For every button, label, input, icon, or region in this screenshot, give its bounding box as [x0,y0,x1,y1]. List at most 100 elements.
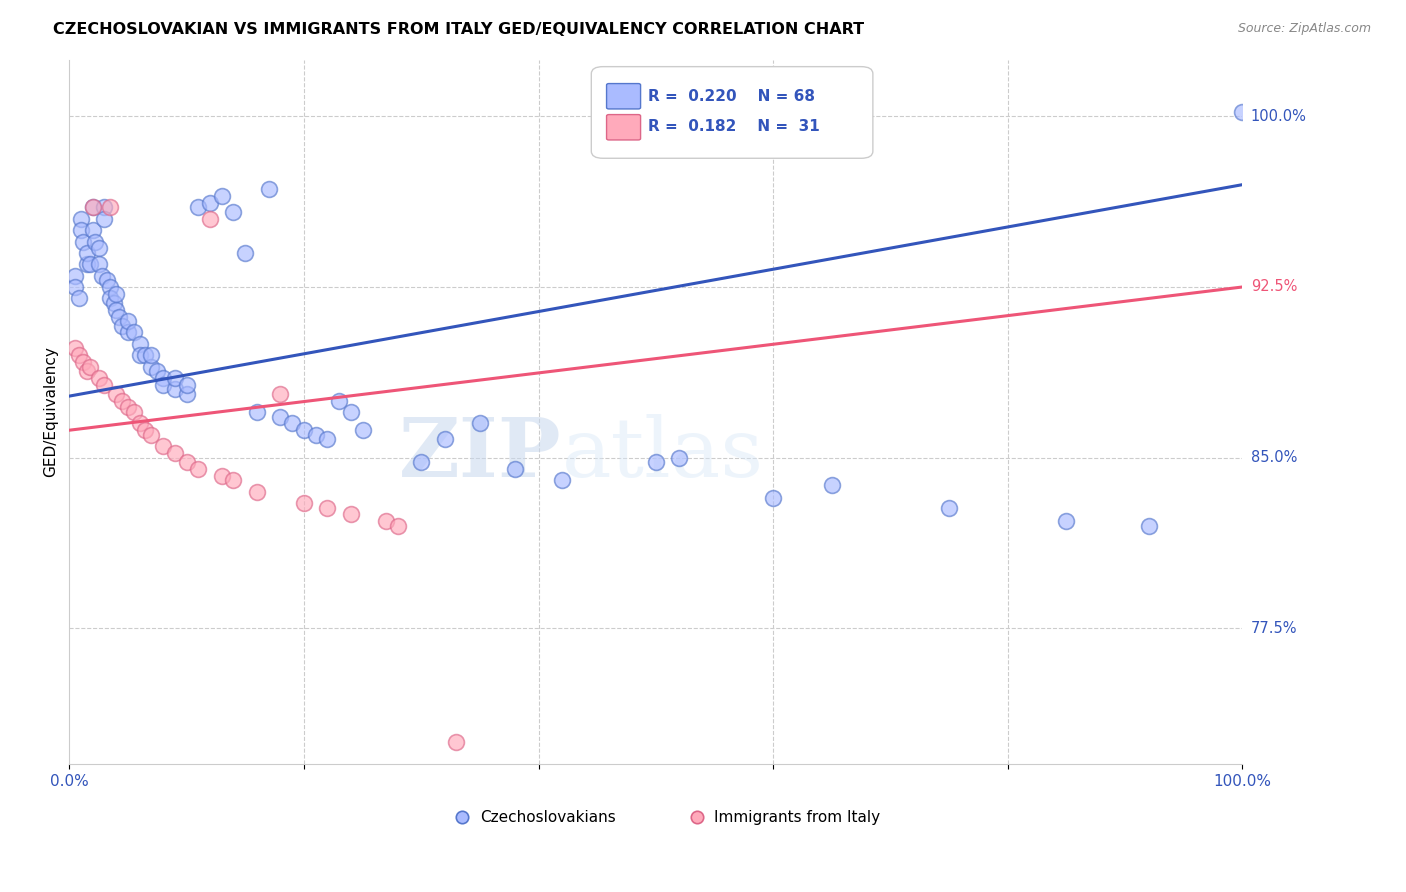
Text: Source: ZipAtlas.com: Source: ZipAtlas.com [1237,22,1371,36]
Point [141,359,163,374]
Point [269,387,291,401]
Point [1137,518,1160,533]
Point [246,484,269,499]
Point [117,326,139,340]
Point [96,273,118,287]
Point [163,382,186,396]
Point [176,377,198,392]
Point [340,508,363,522]
Point [128,348,150,362]
Point [76,245,98,260]
Point [387,518,409,533]
Point [269,409,291,424]
Point [551,473,574,487]
Point [233,245,256,260]
FancyBboxPatch shape [606,84,641,109]
Point [176,455,198,469]
Point [105,302,128,317]
Point [316,500,339,515]
Point [128,336,150,351]
FancyBboxPatch shape [592,67,873,158]
Point [1056,514,1078,528]
Point [468,417,491,431]
Point [70,223,93,237]
Point [152,371,174,385]
Point [117,401,139,415]
Point [87,257,110,271]
Point [292,423,315,437]
Point [503,462,526,476]
Point [821,477,844,491]
Text: atlas: atlas [562,414,763,494]
Point [375,514,398,528]
Point [152,377,174,392]
Point [98,201,121,215]
Point [163,371,186,385]
Point [72,355,94,369]
Point [82,223,104,237]
Point [222,205,245,219]
Text: R =  0.182    N =  31: R = 0.182 N = 31 [648,119,820,134]
Point [146,364,169,378]
Point [328,393,350,408]
Point [98,280,121,294]
Point [938,500,960,515]
Point [84,235,107,249]
Point [105,286,128,301]
Point [128,417,150,431]
FancyBboxPatch shape [606,114,641,140]
Point [433,433,456,447]
Text: 77.5%: 77.5% [1251,621,1298,635]
Point [304,427,326,442]
Point [105,387,128,401]
Point [257,182,280,196]
Point [134,348,156,362]
Text: Czechoslovakians: Czechoslovakians [479,810,616,825]
Point [98,291,121,305]
Point [79,359,101,374]
Point [316,433,339,447]
Point [107,310,129,324]
Point [87,241,110,255]
Point [93,377,115,392]
Point [668,450,690,465]
Point [70,211,93,226]
Text: 85.0%: 85.0% [1251,450,1298,465]
Text: 92.5%: 92.5% [1251,279,1298,294]
Text: CZECHOSLOVAKIAN VS IMMIGRANTS FROM ITALY GED/EQUIVALENCY CORRELATION CHART: CZECHOSLOVAKIAN VS IMMIGRANTS FROM ITALY… [53,22,865,37]
Point [644,455,666,469]
Point [76,257,98,271]
Point [352,423,374,437]
Point [63,268,86,283]
Point [72,235,94,249]
Point [111,393,134,408]
Point [76,364,98,378]
Point [141,427,163,442]
Point [411,455,433,469]
Point [67,348,90,362]
Text: Immigrants from Italy: Immigrants from Italy [714,810,880,825]
Point [187,201,209,215]
Point [163,446,186,460]
Point [82,201,104,215]
Point [93,211,115,226]
Point [176,387,198,401]
Point [87,371,110,385]
Point [198,211,221,226]
Point [198,195,221,210]
Point [122,405,145,419]
Point [211,468,233,483]
Point [762,491,785,506]
Point [222,473,245,487]
Point [82,201,104,215]
Point [111,318,134,333]
Point [446,735,468,749]
Point [63,342,86,356]
Text: ZIP: ZIP [399,414,562,494]
Point [67,291,90,305]
Point [152,439,174,453]
Text: 100.0%: 100.0% [1251,109,1306,124]
Point [103,296,125,310]
Point [134,423,156,437]
Point [91,268,114,283]
